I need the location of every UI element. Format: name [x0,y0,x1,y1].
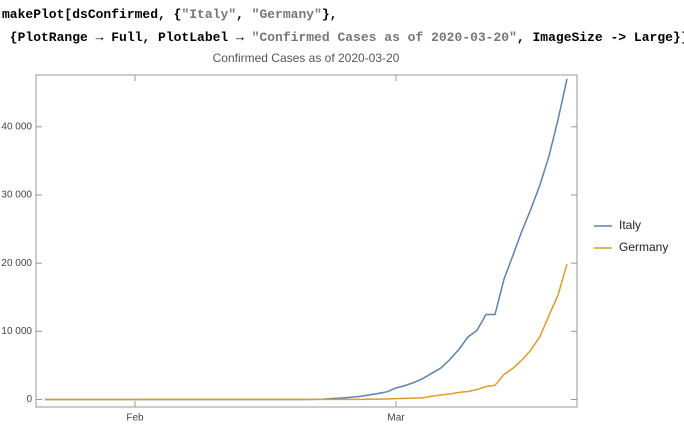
legend-label: Italy [619,218,641,232]
series-line [45,78,568,401]
y-tick-label: 40 000 [1,121,32,132]
y-tick-label: 30 000 [1,190,32,201]
code-line: {PlotRange → Full, PlotLabel → "Confirme… [2,30,684,45]
series-line [45,263,568,401]
code-token: }, [322,7,338,22]
x-tick-label: Mar [387,413,405,424]
code-token: makePlot[dsConfirmed, { [2,7,181,22]
plot-frame [35,74,578,408]
code-token: {PlotRange → Full, PlotLabel → [2,30,252,45]
code-line: makePlot[dsConfirmed, {"Italy", "Germany… [2,7,337,22]
y-tick-label: 20 000 [1,258,32,269]
code-token: "Germany" [252,7,322,22]
legend-label: Germany [619,240,668,254]
code-token: , ImageSize -> Large}] [517,30,684,45]
code-token: , [236,7,252,22]
chart-title: Confirmed Cases as of 2020-03-20 [213,51,400,65]
code-token: "Italy" [181,7,236,22]
x-tick-label: Feb [126,413,144,424]
y-tick-label: 0 [26,394,32,405]
y-tick-label: 10 000 [1,326,32,337]
code-token: "Confirmed Cases as of 2020-03-20" [252,30,517,45]
